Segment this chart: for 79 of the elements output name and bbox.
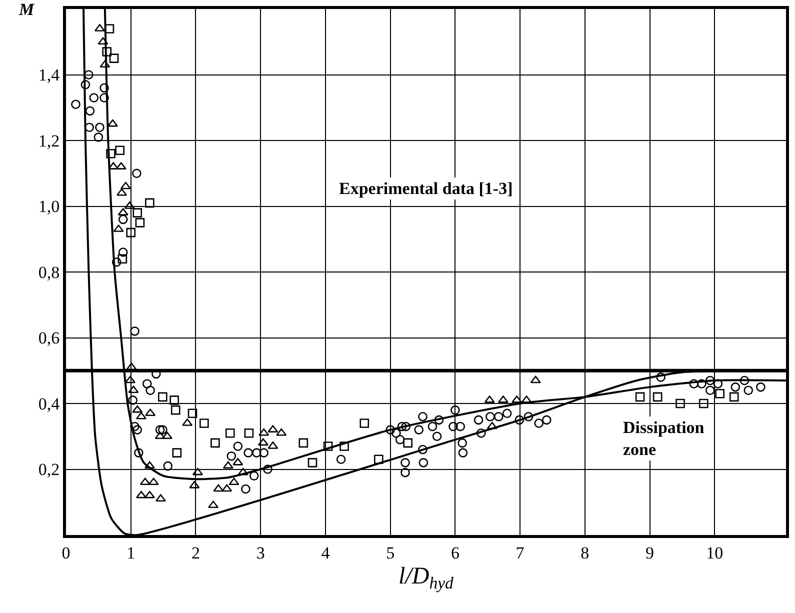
y-tick-label: 0,8 xyxy=(38,262,60,282)
point xyxy=(486,422,498,430)
x-tick-label: 9 xyxy=(646,543,654,562)
point xyxy=(145,198,154,208)
point xyxy=(192,468,203,476)
point xyxy=(340,442,349,451)
point xyxy=(228,478,240,486)
point xyxy=(222,461,234,469)
x-tick-label: 7 xyxy=(516,543,525,562)
x-tick-label: 2 xyxy=(191,543,200,562)
point xyxy=(276,428,287,436)
point xyxy=(148,478,159,486)
point xyxy=(374,454,384,464)
point xyxy=(124,376,136,384)
point xyxy=(360,418,370,428)
point xyxy=(154,432,166,440)
point xyxy=(238,468,248,476)
x-tick-label: 3 xyxy=(256,543,265,562)
point xyxy=(107,119,118,127)
point xyxy=(140,478,150,486)
point xyxy=(106,149,116,158)
point xyxy=(109,54,119,63)
point xyxy=(715,388,724,398)
annotation: Dissipation zone xyxy=(623,418,705,460)
point xyxy=(100,60,110,68)
point xyxy=(132,405,143,413)
point xyxy=(298,438,308,448)
y-tick-label: 1,0 xyxy=(38,197,60,216)
y-tick-label: 0,2 xyxy=(38,460,60,480)
point xyxy=(530,376,541,384)
point xyxy=(170,405,180,415)
point xyxy=(120,182,131,190)
point xyxy=(244,428,254,438)
point xyxy=(258,438,268,446)
annotation: Experimental data [1-3] xyxy=(339,179,513,198)
point xyxy=(104,24,114,34)
point xyxy=(635,392,645,402)
point xyxy=(729,392,739,402)
point xyxy=(308,458,318,468)
point xyxy=(144,461,155,469)
point xyxy=(162,432,172,440)
point xyxy=(158,392,168,402)
point xyxy=(170,396,179,405)
point xyxy=(323,442,333,451)
y-tick-label: 1,4 xyxy=(38,66,60,85)
x-axis-title: l/D$_{hyd}$ xyxy=(398,564,454,593)
x-tick-label: 6 xyxy=(450,543,460,562)
point xyxy=(145,408,156,416)
point xyxy=(116,188,128,196)
x-tick-label: 1 xyxy=(126,543,136,562)
point xyxy=(115,146,124,156)
point xyxy=(225,428,235,438)
point xyxy=(676,398,685,408)
y-tick-label: 0,4 xyxy=(38,394,60,414)
point xyxy=(652,392,662,402)
point xyxy=(210,438,220,448)
y-axis-title: M xyxy=(18,0,35,19)
point xyxy=(135,218,145,228)
point xyxy=(172,448,182,458)
point xyxy=(102,47,112,56)
point xyxy=(98,37,108,45)
point xyxy=(403,438,412,448)
point xyxy=(188,408,198,418)
point xyxy=(144,490,155,498)
point xyxy=(222,484,232,492)
x-tick-label: 4 xyxy=(321,543,330,562)
point xyxy=(258,428,270,436)
x-tick-label: 10 xyxy=(706,543,724,562)
point xyxy=(118,254,128,264)
x-tick-label: 0 xyxy=(62,543,70,562)
point xyxy=(132,208,142,218)
y-tick-label: 1,2 xyxy=(38,131,60,150)
y-tick-label: 0,6 xyxy=(38,328,60,348)
point xyxy=(200,418,209,428)
point xyxy=(213,484,224,492)
point xyxy=(698,398,708,408)
point xyxy=(126,228,136,238)
x-tick-label: 8 xyxy=(580,543,590,562)
x-tick-label: 5 xyxy=(386,543,395,562)
